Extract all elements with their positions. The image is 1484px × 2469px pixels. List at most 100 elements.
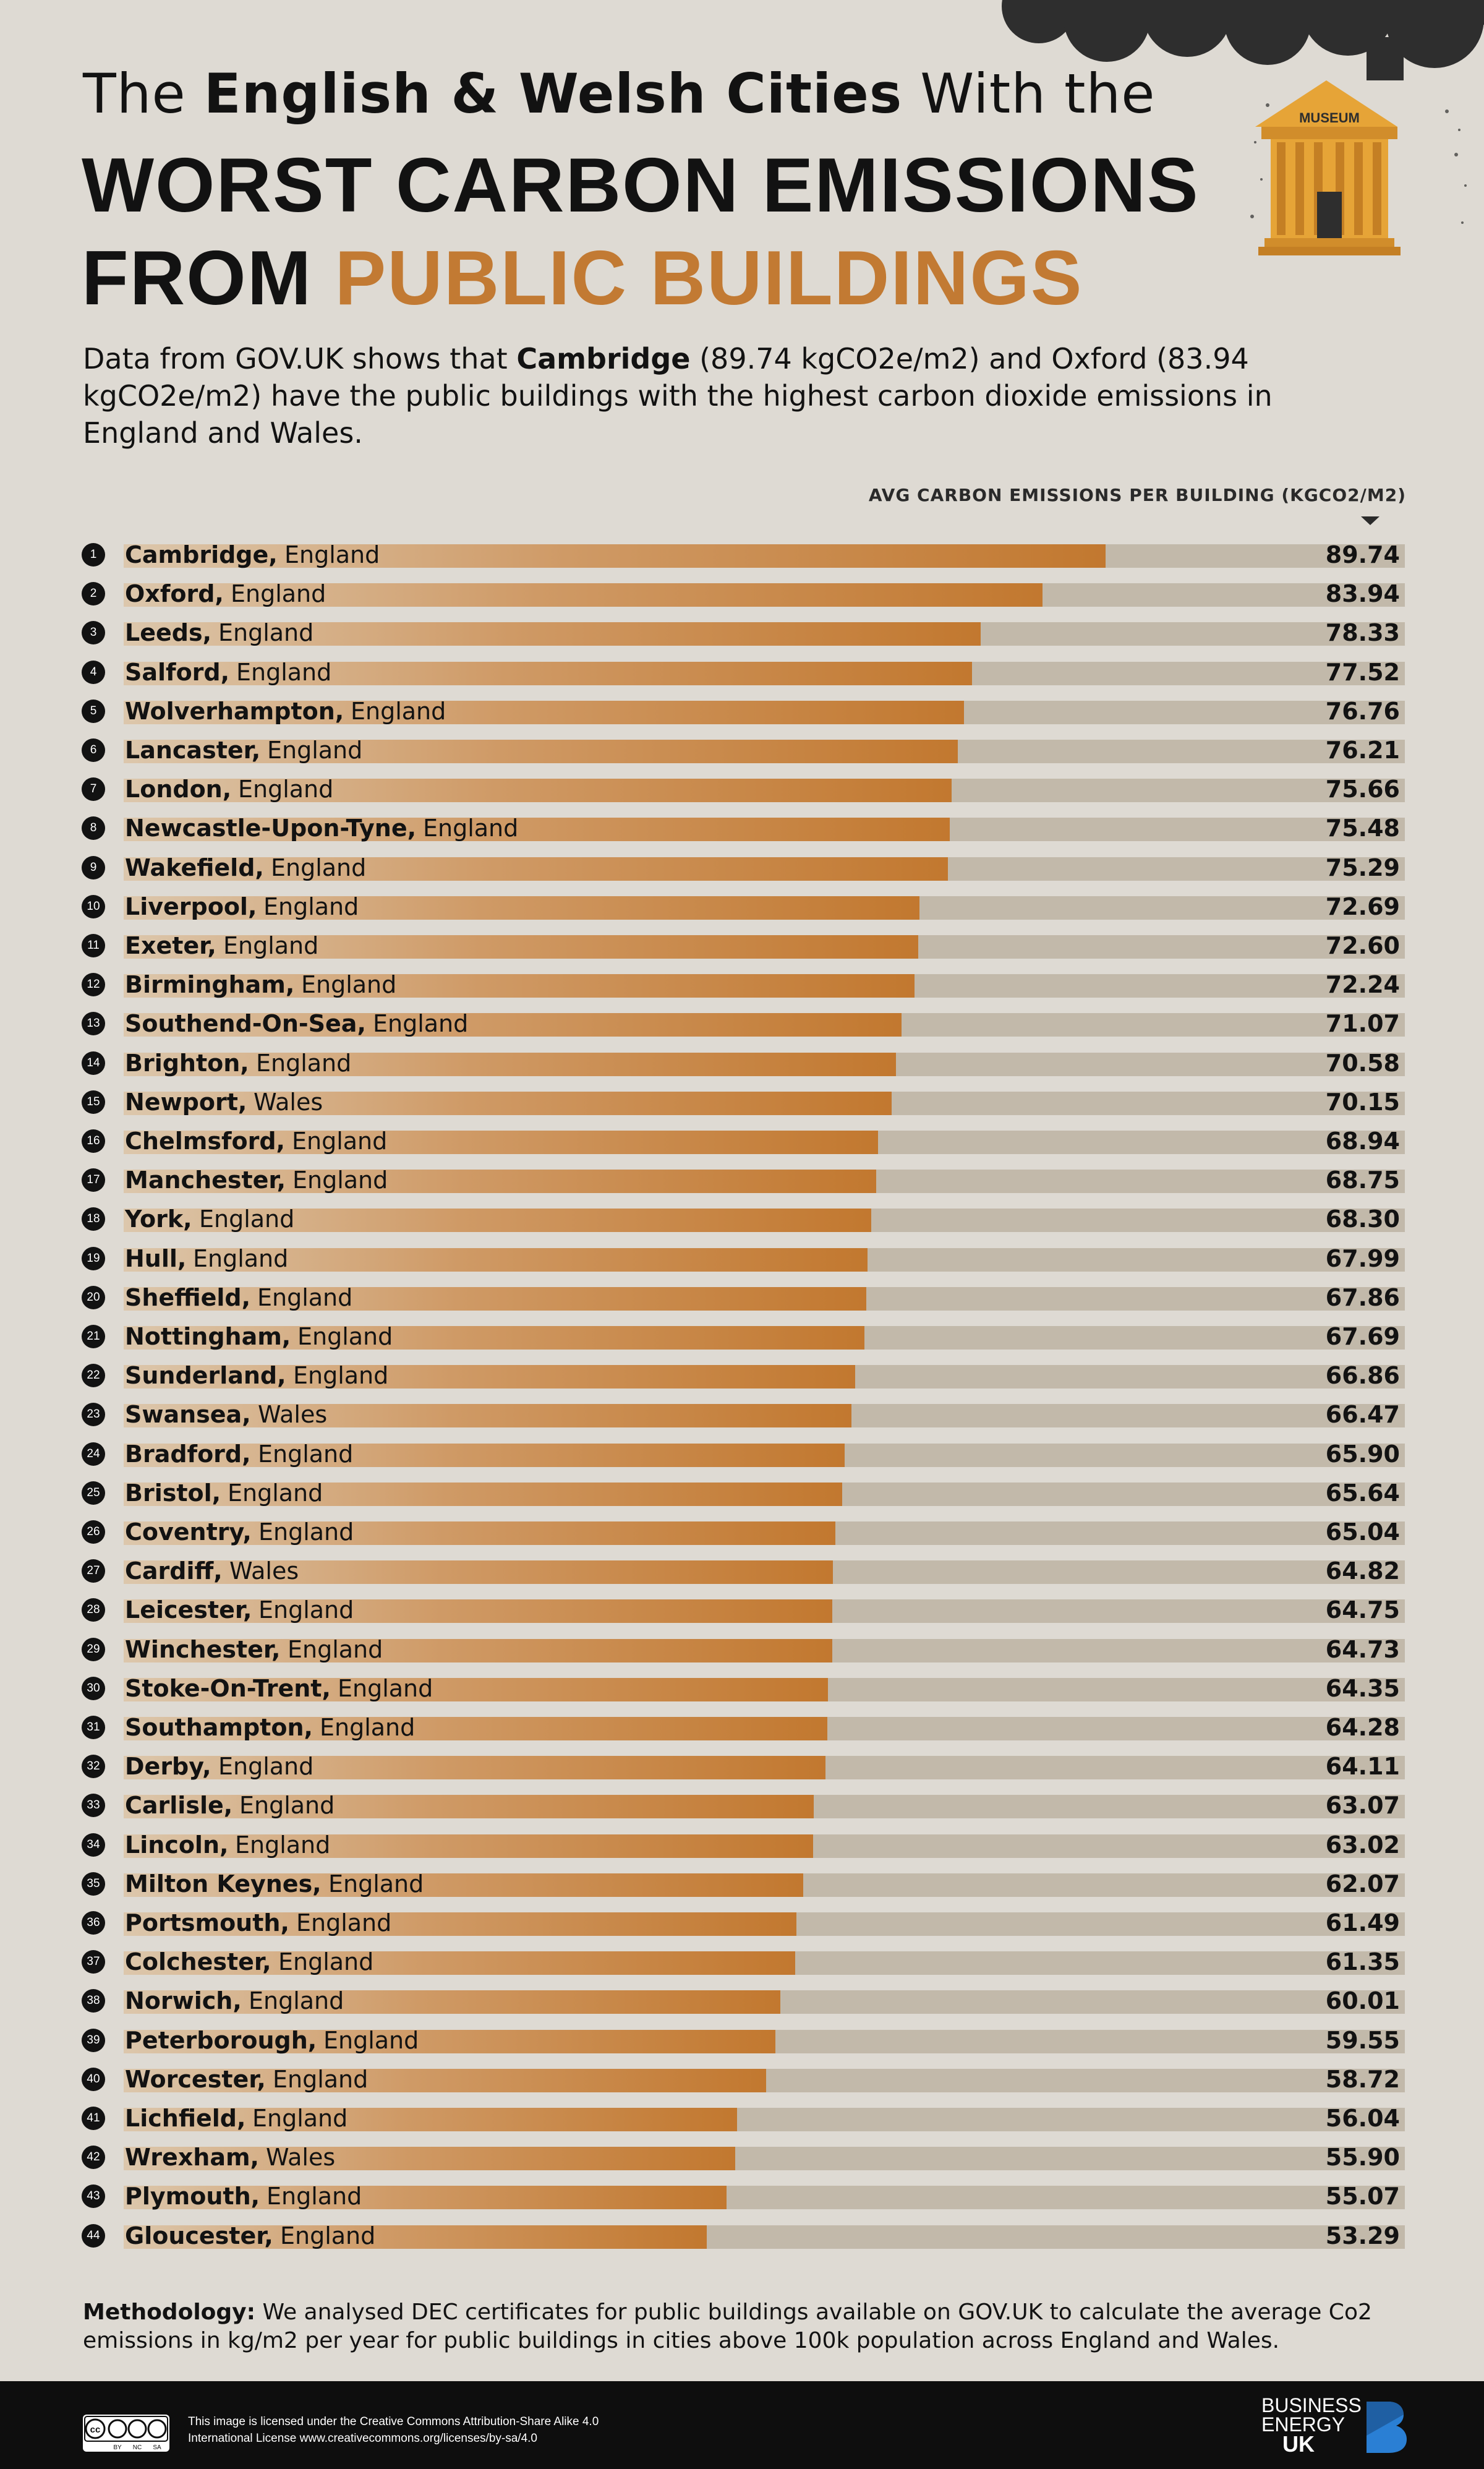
- city-label: Wrexham,: [125, 2144, 259, 2172]
- chart-row: 16 Chelmsford, England 68.94: [0, 1128, 1484, 1155]
- city-label: London,: [125, 776, 232, 803]
- rank-badge: 14: [82, 1051, 105, 1075]
- bar-chart: 1 Cambridge, England 89.74 2 Oxford, England 83…: [0, 541, 1484, 2249]
- value-label: 64.11: [1325, 1753, 1400, 1781]
- value-label-background: [1323, 779, 1405, 803]
- value-label-background: [1323, 1677, 1405, 1701]
- bar: [124, 661, 972, 685]
- value-label: 55.07: [1325, 2183, 1400, 2210]
- value-label: 77.52: [1325, 658, 1400, 686]
- city-label: Portsmouth,: [125, 1909, 289, 1936]
- chart-row: 13 Southend-On-Sea, England 71.07: [0, 1010, 1484, 1038]
- value-label-background: [1323, 661, 1405, 685]
- bar: [124, 1443, 845, 1467]
- rank-badge: 13: [82, 1012, 105, 1036]
- country-label: England: [257, 1283, 353, 1311]
- country-label: England: [373, 1010, 469, 1038]
- city-label: York,: [125, 1205, 192, 1233]
- value-label: 67.86: [1325, 1283, 1400, 1311]
- value-label: 78.33: [1325, 619, 1400, 647]
- country-label: England: [338, 1674, 433, 1702]
- value-label-background: [1323, 1834, 1405, 1858]
- country-label: England: [223, 932, 319, 959]
- chart-row: 26 Coventry, England 65.04: [0, 1518, 1484, 1546]
- title-line-3: FROM PUBLIC BUILDINGS: [82, 236, 1083, 321]
- city-label: Carlisle,: [125, 1792, 233, 1820]
- value-label: 59.55: [1325, 2026, 1400, 2054]
- bar: [124, 1990, 780, 2014]
- value-label: 72.24: [1325, 971, 1400, 999]
- chart-row: 35 Milton Keynes, England 62.07: [0, 1870, 1484, 1898]
- country-label: England: [228, 1479, 323, 1507]
- rank-badge: 2: [82, 582, 105, 606]
- bar: [124, 1951, 795, 1975]
- value-label-background: [1323, 1404, 1405, 1428]
- city-label: Milton Keynes,: [125, 1870, 322, 1898]
- city-label: Plymouth,: [125, 2183, 260, 2210]
- bar: [124, 1091, 892, 1115]
- bar: [124, 2186, 727, 2210]
- footer: cc BY NC SA This image is licensed under…: [0, 2381, 1484, 2469]
- country-label: England: [235, 1831, 331, 1859]
- city-label: Chelmsford,: [125, 1128, 285, 1155]
- bar: [124, 1013, 902, 1037]
- bar: [124, 700, 964, 724]
- rank-badge: 44: [82, 2223, 105, 2248]
- city-label: Swansea,: [125, 1401, 251, 1429]
- city-label: Cambridge,: [125, 541, 278, 568]
- value-label-background: [1323, 2068, 1405, 2092]
- value-label: 76.76: [1325, 697, 1400, 725]
- value-label: 64.82: [1325, 1557, 1400, 1585]
- svg-text:BY: BY: [113, 2444, 122, 2451]
- value-label-background: [1323, 1443, 1405, 1467]
- bar: [124, 544, 1106, 568]
- chart-row: 32 Derby, England 64.11: [0, 1753, 1484, 1781]
- country-label: England: [263, 892, 359, 920]
- value-label-background: [1323, 1013, 1405, 1037]
- city-label: Birmingham,: [125, 971, 295, 999]
- chart-row: 43 Plymouth, England 55.07: [0, 2183, 1484, 2210]
- value-label-background: [1323, 1247, 1405, 1272]
- country-label: England: [258, 1518, 354, 1546]
- rank-badge: 33: [82, 1794, 105, 1818]
- chart-row: 15 Newport, Wales 70.15: [0, 1088, 1484, 1116]
- city-label: Colchester,: [125, 1948, 271, 1976]
- country-label: England: [267, 737, 363, 764]
- country-label: England: [236, 658, 332, 686]
- chart-row: 22 Sunderland, England 66.86: [0, 1362, 1484, 1390]
- value-label-background: [1323, 1990, 1405, 2014]
- license-text: This image is licensed under the Creativ…: [188, 2415, 599, 2445]
- country-label: Wales: [254, 1088, 323, 1116]
- museum-sign: MUSEUM: [1299, 110, 1360, 126]
- rank-badge: 8: [82, 816, 105, 841]
- country-label: England: [292, 1166, 388, 1194]
- bar: [124, 935, 918, 959]
- value-label-background: [1323, 1599, 1405, 1624]
- city-label: Cardiff,: [125, 1557, 223, 1585]
- value-label: 58.72: [1325, 2065, 1400, 2093]
- country-label: England: [256, 1049, 352, 1077]
- rank-badge: 6: [82, 738, 105, 762]
- value-label: 72.69: [1325, 892, 1400, 920]
- museum-illustration: MUSEUM: [1250, 80, 1467, 255]
- value-label: 66.86: [1325, 1362, 1400, 1390]
- chart-row: 37 Colchester, England 61.35: [0, 1948, 1484, 1976]
- city-label: Sunderland,: [125, 1362, 286, 1390]
- bar: [124, 2147, 735, 2171]
- city-label: Oxford,: [125, 580, 224, 608]
- country-label: England: [258, 1440, 354, 1468]
- city-label: Exeter,: [125, 932, 216, 959]
- value-label-background: [1323, 896, 1405, 920]
- value-label-background: [1323, 1131, 1405, 1154]
- value-label-background: [1323, 1482, 1405, 1506]
- value-label-background: [1323, 1717, 1405, 1740]
- value-label: 65.90: [1325, 1440, 1400, 1468]
- rank-badge: 16: [82, 1129, 105, 1153]
- bar: [124, 2225, 707, 2249]
- rank-badge: 43: [82, 2184, 105, 2209]
- country-label: Wales: [258, 1401, 328, 1429]
- chart-row: 24 Bradford, England 65.90: [0, 1440, 1484, 1468]
- rank-badge: 22: [82, 1364, 105, 1388]
- country-label: England: [284, 541, 380, 568]
- methodology-note: Methodology: We analysed DEC certificate…: [83, 2300, 1372, 2353]
